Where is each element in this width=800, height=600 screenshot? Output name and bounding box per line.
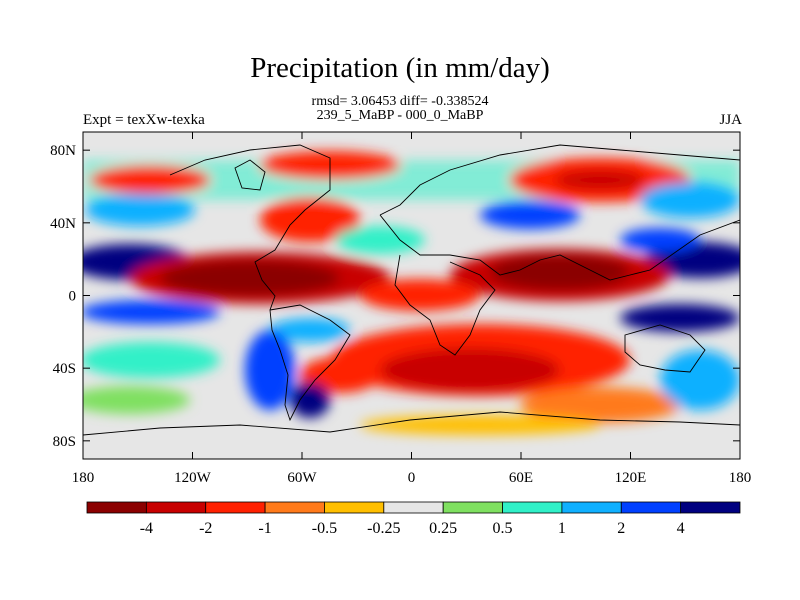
x-tick-label: 120W [174, 470, 212, 486]
colorbar-label: -4 [140, 520, 153, 537]
rmsd-diff-label: rmsd= 3.06453 diff= -0.338524 [311, 94, 489, 109]
colorbar-label: -2 [199, 520, 212, 537]
colorbar-box [324, 501, 385, 514]
comparison-label: 239_5_MaBP - 000_0_MaBP [316, 108, 484, 123]
colorbar-boxes [86, 501, 741, 514]
colorbar-label: 2 [617, 520, 625, 537]
y-tick-label: 40S [53, 361, 76, 377]
stats-block: rmsd= 3.06453 diff= -0.338524 239_5_MaBP… [0, 95, 800, 123]
colorbar-label: 0.5 [493, 520, 513, 537]
colorbar-box [502, 501, 563, 514]
colorbar-label: 1 [558, 520, 566, 537]
colorbar-label: -0.25 [367, 520, 400, 537]
y-tick-label: 80S [53, 434, 76, 450]
colorbar-box [620, 501, 682, 514]
colorbar-box [680, 501, 741, 514]
y-axis-ticks: 80N 40N 0 40S 80S [50, 143, 740, 450]
x-tick-label: 180 [72, 470, 95, 486]
x-axis-ticks: 180 120W 60W 0 60E 120E 180 [72, 132, 752, 486]
colorbar-box [86, 501, 147, 514]
colorbar-label: -0.5 [312, 520, 337, 537]
colorbar-labels: -4 -2 -1 -0.5 -0.25 0.25 0.5 1 2 4 [140, 520, 685, 537]
precip-anomaly-field [83, 151, 740, 435]
colorbar-box [383, 501, 444, 514]
page-title: Precipitation (in mm/day) [250, 52, 550, 84]
colorbar-box [264, 501, 325, 514]
colorbar-box [145, 501, 207, 514]
coastlines [83, 144, 740, 436]
colorbar-label: -1 [258, 520, 271, 537]
colorbar-box [442, 501, 503, 514]
x-tick-label: 120E [615, 470, 647, 486]
x-tick-label: 180 [729, 470, 752, 486]
colorbar-box [561, 501, 622, 514]
y-tick-label: 80N [50, 143, 76, 159]
map-field [83, 132, 740, 459]
x-tick-label: 0 [408, 470, 416, 486]
y-tick-label: 0 [69, 289, 77, 305]
x-tick-label: 60W [287, 470, 317, 486]
experiment-label: Expt = texXw-texka [83, 112, 205, 128]
x-tick-label: 60E [509, 470, 533, 486]
colorbar-label: 0.25 [429, 520, 457, 537]
colorbar-label: 4 [677, 520, 685, 537]
colorbar-box [205, 501, 266, 514]
season-label: JJA [719, 112, 742, 128]
y-tick-label: 40N [50, 216, 76, 232]
